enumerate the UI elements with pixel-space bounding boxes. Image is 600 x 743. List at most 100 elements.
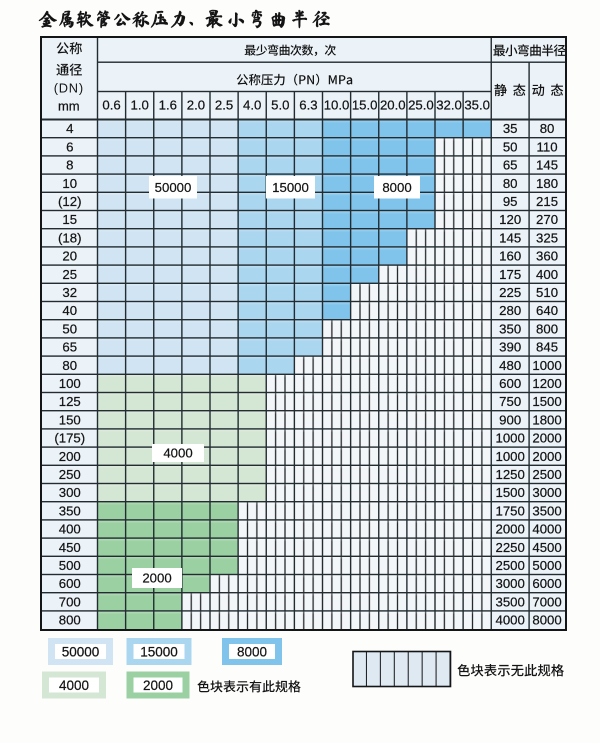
svg-text:225: 225 <box>499 285 521 300</box>
svg-text:180: 180 <box>536 176 558 191</box>
svg-text:480: 480 <box>499 358 521 373</box>
svg-text:3500: 3500 <box>532 503 561 518</box>
svg-text:0.6: 0.6 <box>102 98 120 113</box>
svg-text:2000: 2000 <box>532 431 561 446</box>
svg-text:15: 15 <box>62 212 77 227</box>
svg-text:175: 175 <box>499 267 521 282</box>
svg-text:400: 400 <box>59 522 81 537</box>
svg-text:10.0: 10.0 <box>324 98 350 113</box>
svg-text:50000: 50000 <box>155 180 192 195</box>
svg-text:640: 640 <box>536 303 558 318</box>
svg-text:2250: 2250 <box>496 540 525 555</box>
svg-text:4000: 4000 <box>532 522 561 537</box>
svg-text:8000: 8000 <box>237 644 267 659</box>
svg-text:80: 80 <box>62 358 77 373</box>
svg-text:35: 35 <box>503 121 518 136</box>
svg-text:280: 280 <box>499 303 521 318</box>
svg-text:145: 145 <box>499 230 521 245</box>
svg-text:25: 25 <box>62 267 77 282</box>
svg-text:80: 80 <box>540 121 555 136</box>
svg-text:1250: 1250 <box>496 467 525 482</box>
svg-text:3000: 3000 <box>496 576 525 591</box>
svg-text:50: 50 <box>62 321 77 336</box>
svg-text:65: 65 <box>503 158 518 173</box>
svg-text:1.0: 1.0 <box>131 98 149 113</box>
svg-text:800: 800 <box>536 321 558 336</box>
svg-text:1750: 1750 <box>496 503 525 518</box>
svg-text:2.0: 2.0 <box>187 98 205 113</box>
svg-text:110: 110 <box>537 139 558 154</box>
svg-text:20: 20 <box>62 249 77 264</box>
svg-text:1800: 1800 <box>532 412 561 427</box>
svg-text:800: 800 <box>59 613 81 628</box>
svg-text:325: 325 <box>536 230 558 245</box>
svg-text:400: 400 <box>536 267 558 282</box>
svg-text:200: 200 <box>59 449 81 464</box>
svg-text:250: 250 <box>59 467 81 482</box>
svg-text:7000: 7000 <box>532 594 561 609</box>
svg-text:10: 10 <box>62 176 77 191</box>
svg-text:8000: 8000 <box>382 180 411 195</box>
svg-text:15.0: 15.0 <box>352 98 378 113</box>
svg-text:25.0: 25.0 <box>408 98 434 113</box>
svg-text:4000: 4000 <box>163 446 192 461</box>
svg-text:8: 8 <box>66 158 73 173</box>
svg-text:32.0: 32.0 <box>436 98 462 113</box>
svg-text:510: 510 <box>536 285 558 300</box>
svg-text:900: 900 <box>499 412 521 427</box>
svg-text:(175): (175) <box>54 431 85 446</box>
svg-text:120: 120 <box>499 212 521 227</box>
svg-text:145: 145 <box>536 158 558 173</box>
svg-text:360: 360 <box>536 249 558 264</box>
svg-text:2.5: 2.5 <box>215 98 233 113</box>
svg-text:35.0: 35.0 <box>464 98 490 113</box>
svg-text:1000: 1000 <box>496 431 525 446</box>
svg-text:3500: 3500 <box>496 594 525 609</box>
svg-text:(DN): (DN) <box>54 80 84 95</box>
svg-text:32: 32 <box>62 285 77 300</box>
svg-text:6000: 6000 <box>532 576 561 591</box>
svg-text:40: 40 <box>62 303 77 318</box>
svg-text:5000: 5000 <box>532 558 561 573</box>
svg-text:6: 6 <box>66 139 73 154</box>
svg-text:2000: 2000 <box>532 449 561 464</box>
svg-text:270: 270 <box>536 212 558 227</box>
svg-text:4.0: 4.0 <box>243 98 261 113</box>
svg-text:450: 450 <box>59 540 81 555</box>
svg-text:15000: 15000 <box>140 644 178 659</box>
svg-text:4000: 4000 <box>59 678 89 693</box>
svg-text:100: 100 <box>59 376 81 391</box>
svg-text:3000: 3000 <box>532 485 561 500</box>
svg-text:50000: 50000 <box>62 644 100 659</box>
svg-text:750: 750 <box>499 394 521 409</box>
svg-text:350: 350 <box>59 503 81 518</box>
svg-text:600: 600 <box>499 376 521 391</box>
svg-text:500: 500 <box>59 558 81 573</box>
svg-text:1.6: 1.6 <box>159 98 177 113</box>
svg-text:(18): (18) <box>58 230 81 245</box>
svg-text:1500: 1500 <box>496 485 525 500</box>
svg-text:1200: 1200 <box>532 376 561 391</box>
svg-text:215: 215 <box>536 194 558 209</box>
svg-text:mm: mm <box>58 99 80 114</box>
svg-text:1000: 1000 <box>532 358 561 373</box>
svg-text:20.0: 20.0 <box>380 98 406 113</box>
svg-text:700: 700 <box>59 594 81 609</box>
svg-text:845: 845 <box>536 340 558 355</box>
svg-text:600: 600 <box>59 576 81 591</box>
svg-text:4: 4 <box>66 121 73 136</box>
svg-text:4500: 4500 <box>532 540 561 555</box>
svg-text:1500: 1500 <box>532 394 561 409</box>
svg-text:350: 350 <box>499 321 521 336</box>
svg-text:8000: 8000 <box>532 613 561 628</box>
svg-text:(12): (12) <box>58 194 81 209</box>
svg-text:2000: 2000 <box>496 522 525 537</box>
svg-text:4000: 4000 <box>496 613 525 628</box>
svg-text:125: 125 <box>59 394 81 409</box>
svg-text:150: 150 <box>59 412 81 427</box>
svg-text:2500: 2500 <box>496 558 525 573</box>
svg-text:390: 390 <box>499 340 521 355</box>
svg-text:65: 65 <box>62 340 77 355</box>
svg-text:160: 160 <box>499 249 521 264</box>
svg-text:50: 50 <box>503 139 518 154</box>
